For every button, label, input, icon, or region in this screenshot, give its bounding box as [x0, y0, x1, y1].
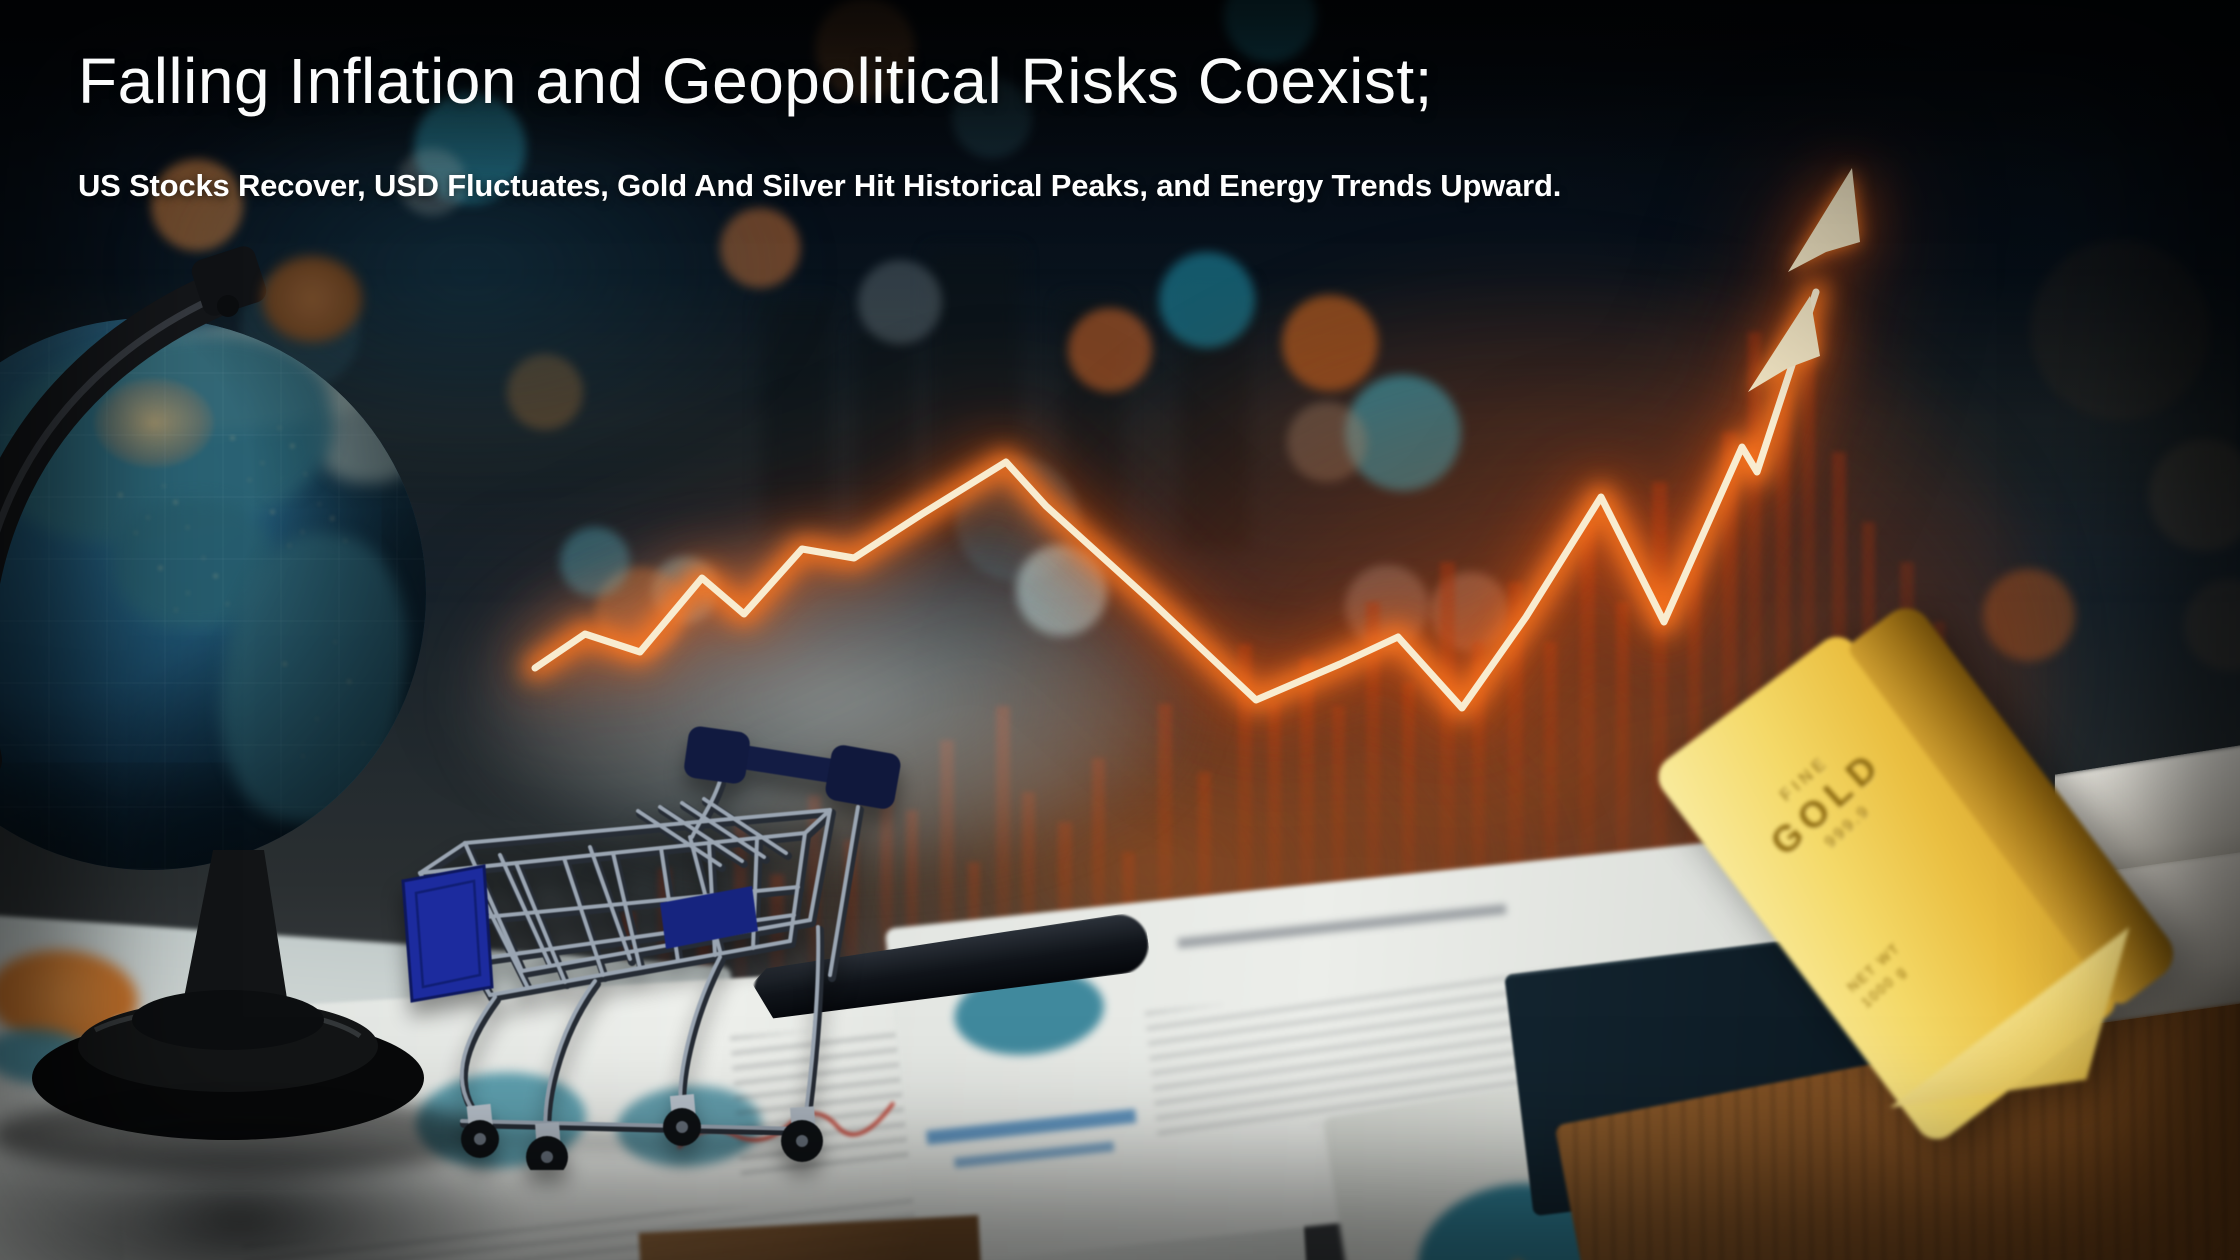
subheadline: US Stocks Recover, USD Fluctuates, Gold …	[78, 168, 1562, 203]
cart-handle-grip-left	[684, 726, 750, 784]
bokeh-light	[507, 354, 583, 430]
bokeh-light	[720, 208, 800, 288]
building-silhouette	[762, 300, 832, 530]
top-right-shadow	[1480, 0, 2240, 560]
bottom-left-shadow	[0, 1108, 520, 1260]
cart-flap-inset	[414, 879, 482, 989]
bokeh-light	[151, 159, 243, 251]
cart-blue-seat-flap	[660, 886, 758, 949]
headline: Falling Inflation and Geopolitical Risks…	[78, 45, 1433, 117]
bokeh-light	[858, 260, 942, 344]
cart-blue-front-flap	[401, 864, 494, 1003]
cart-handle-bar	[718, 743, 857, 785]
building-silhouette	[855, 330, 915, 530]
globe-arm-leather-patch	[262, 256, 362, 342]
cart-handle-grip-right	[825, 745, 901, 809]
